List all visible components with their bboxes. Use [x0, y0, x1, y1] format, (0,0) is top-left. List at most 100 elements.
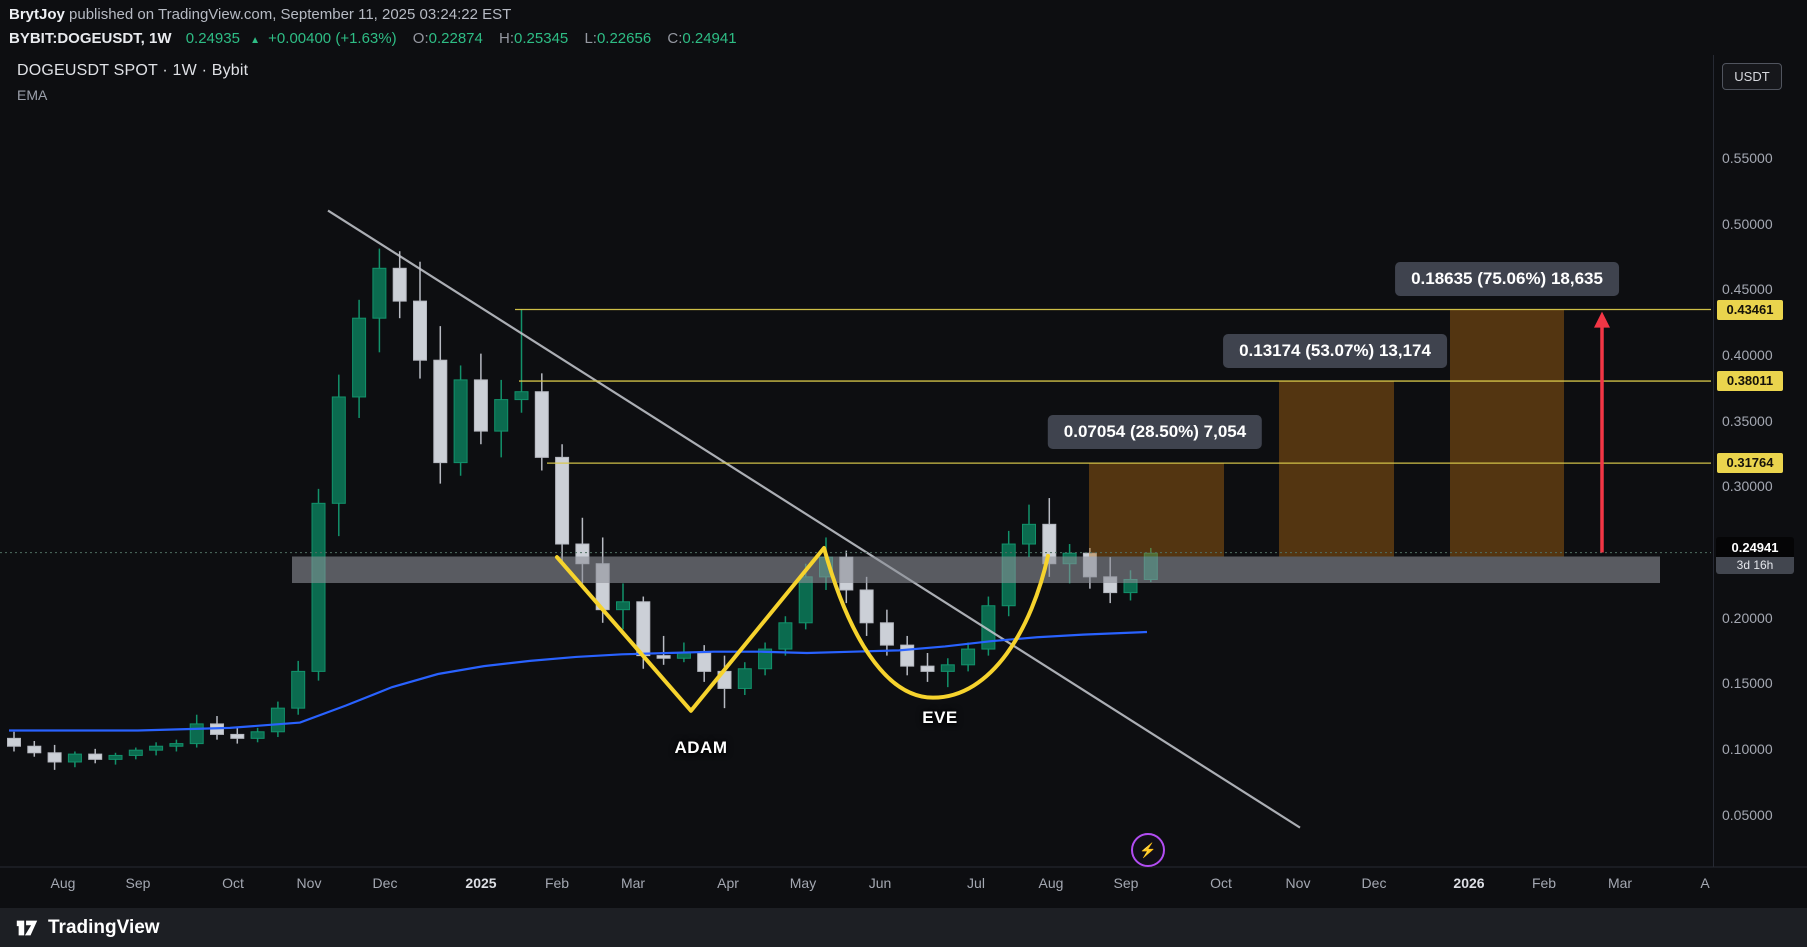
candle-body [291, 670, 306, 709]
candle-body [1123, 578, 1138, 594]
projection-box [1089, 463, 1224, 557]
ema-line [9, 630, 1148, 732]
candle-body [839, 556, 854, 591]
candle-body [250, 731, 265, 739]
level-price-tag: 0.43461 [1717, 299, 1783, 320]
time-axis-label: Jun [868, 875, 892, 891]
candle-body [473, 379, 488, 432]
price-tick-label: 0.05000 [1722, 806, 1773, 823]
candle-body [352, 317, 367, 398]
time-axis-label: Feb [544, 875, 570, 891]
candle-body [1022, 523, 1036, 545]
time-axis-label: Sep [1113, 875, 1139, 891]
candle-body [47, 752, 62, 763]
open-value: 0.22874 [428, 30, 483, 47]
candle-body [819, 556, 833, 578]
level-price-tag: 0.38011 [1717, 371, 1783, 392]
tradingview-logo[interactable]: TradingView [14, 916, 160, 940]
candle-body [900, 644, 915, 667]
current-price-value: 0.24941 [1716, 537, 1794, 557]
candle-body [616, 601, 630, 611]
candle-body [859, 589, 874, 624]
candle-body [940, 664, 955, 672]
candle-body [1143, 552, 1158, 580]
time-axis-label: Nov [296, 875, 322, 891]
price-axis[interactable]: 0.55000 0.50000 0.45000 0.40000 0.35000 0.300… [1714, 55, 1807, 867]
candle-body [88, 753, 103, 760]
candle-body [1062, 552, 1077, 565]
time-axis-label: Feb [1531, 875, 1557, 891]
candle-body [108, 754, 123, 760]
low-label: L: [584, 30, 597, 47]
low-value: 0.22656 [596, 30, 652, 47]
candle-body [270, 707, 285, 733]
candle-body [189, 723, 204, 745]
last-price: 0.24935 [185, 30, 240, 47]
high-value: 0.25345 [514, 30, 569, 47]
pattern-name-label: EVE [922, 708, 958, 727]
candle-body [737, 668, 752, 689]
adam-eve-pattern [555, 545, 1050, 713]
time-axis-label: Sep [125, 875, 151, 891]
candle-body [961, 648, 976, 666]
candle-body [575, 543, 590, 565]
target-arrow-head [1594, 311, 1610, 328]
price-tick-label: 0.10000 [1722, 740, 1773, 757]
candle-body [67, 753, 82, 763]
chart-title: DOGEUSDT SPOT · 1W · Bybit [17, 62, 249, 79]
candle-body [595, 563, 610, 611]
candle-body [494, 399, 509, 432]
candle-body [149, 745, 164, 751]
measurement-label: 0.13174 (53.07%) 13,174 [1223, 334, 1447, 368]
price-tick-label: 0.30000 [1722, 478, 1773, 495]
time-axis[interactable]: Aug Sep Oct Nov Dec 2025 Feb Mar Apr May Jun Jul Aug… [0, 868, 1807, 898]
publish-byline: BrytJoy published on TradingView.com, Se… [9, 6, 511, 23]
indicator-label: EMA [17, 87, 48, 103]
time-axis-label: May [789, 875, 817, 891]
candle-body [210, 723, 224, 735]
time-axis-label: Dec [1361, 875, 1387, 891]
candle-body [514, 391, 529, 401]
time-axis-label: Dec [372, 875, 398, 891]
candle-body [717, 670, 732, 689]
price-tick-label: 0.45000 [1722, 281, 1773, 298]
high-label: H: [499, 30, 515, 47]
candle-body [433, 359, 448, 464]
candle-body [392, 267, 407, 302]
candle-body [920, 665, 935, 672]
current-price-tag: 0.24941 3d 16h [1716, 537, 1794, 574]
symbol-info-bar: BYBIT:DOGEUSDT, 1W 0.24935 ▲ +0.00400 (+… [9, 30, 737, 47]
open-label: O: [412, 30, 429, 47]
time-axis-label: Oct [1210, 875, 1232, 891]
price-tick-label: 0.20000 [1722, 609, 1773, 626]
candle-body [169, 743, 184, 747]
candle-body [413, 300, 427, 361]
time-axis-label: A [1700, 875, 1710, 891]
candle-body [27, 745, 42, 754]
candle-body [676, 652, 691, 659]
price-change: +0.00400 (+1.63%) [268, 30, 397, 47]
candle-body [697, 652, 712, 672]
candle-body [230, 733, 245, 739]
close-label: C: [667, 30, 683, 47]
tradingview-logo-icon [16, 920, 38, 935]
time-axis-label: Aug [1038, 875, 1064, 891]
currency-toggle-button[interactable]: USDT [1722, 63, 1782, 90]
time-axis-label: Mar [1607, 875, 1633, 891]
lightning-badge-icon[interactable]: ⚡ [1131, 833, 1165, 867]
time-axis-label: Nov [1285, 875, 1311, 891]
pattern-name-label: ADAM [674, 738, 728, 757]
candle-body [879, 622, 894, 646]
price-tick-label: 0.35000 [1722, 412, 1773, 429]
measurement-label: 0.18635 (75.06%) 18,635 [1395, 262, 1619, 296]
candle-body [981, 605, 996, 650]
candle-body [555, 456, 570, 545]
measurement-label: 0.07054 (28.50%) 7,054 [1047, 415, 1263, 449]
time-axis-label: Jul [967, 875, 985, 891]
candle-body [1082, 552, 1097, 578]
candle-body [758, 648, 773, 670]
price-tick-label: 0.55000 [1722, 150, 1773, 166]
time-axis-label: Mar [620, 875, 646, 891]
